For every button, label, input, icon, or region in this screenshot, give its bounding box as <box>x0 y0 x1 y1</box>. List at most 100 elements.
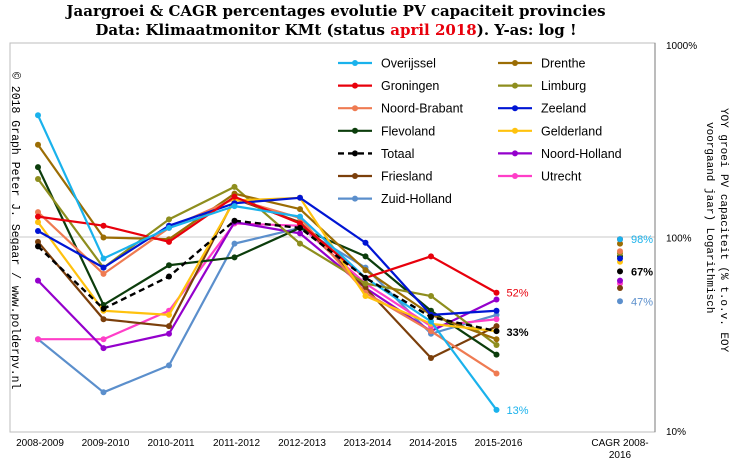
x-tick-label: 2012-2013 <box>278 438 326 449</box>
legend-marker <box>352 60 358 66</box>
legend-entry-drenthe: Drenthe <box>498 57 586 71</box>
data-point-totaal <box>493 328 500 335</box>
legend-entry-zeeland: Zeeland <box>498 102 586 116</box>
data-point-zeeland <box>100 264 107 271</box>
data-point-noord-brabant <box>35 209 41 216</box>
legend-entry-utrecht: Utrecht <box>498 170 582 184</box>
cagr-point-totaal <box>617 268 623 275</box>
cagr-point-drenthe <box>617 240 623 247</box>
data-point-noord-brabant <box>493 370 500 377</box>
x-tick-label: 2015-2016 <box>475 438 523 449</box>
data-point-limburg <box>428 293 434 300</box>
data-point-totaal <box>166 273 172 280</box>
data-point-limburg <box>35 175 41 182</box>
data-point-utrecht <box>100 336 107 343</box>
legend-marker <box>512 105 518 112</box>
legend-label: Zuid-Holland <box>381 192 452 206</box>
data-point-drenthe <box>100 234 107 241</box>
series-line-groningen <box>37 195 498 294</box>
data-point-groningen <box>100 222 107 229</box>
title-part-status: april 2018 <box>390 21 476 39</box>
data-point-zuid-holland <box>100 389 107 396</box>
data-label: 13% <box>507 405 529 417</box>
data-point-groningen <box>166 238 172 245</box>
series-line-noord-brabant <box>37 197 498 375</box>
data-point-overijssel <box>231 203 238 210</box>
x-tick-label: 2011-2012 <box>213 438 261 449</box>
legend-entry-friesland: Friesland <box>338 170 432 184</box>
title-part-3: ). Y-as: log ! <box>477 21 577 39</box>
x-tick-label: 2008-2009 <box>16 438 64 449</box>
y-ticks: 10% 100% 1000% <box>666 41 697 438</box>
legend-label: Friesland <box>381 170 432 184</box>
legend-marker <box>512 60 518 66</box>
legend-entry-zuid-holland: Zuid-Holland <box>338 192 452 206</box>
data-point-limburg <box>297 240 303 247</box>
legend-marker <box>352 195 358 202</box>
cagr-point-zuid-holland <box>617 298 623 305</box>
cagr-point-noord-holland <box>617 277 623 284</box>
data-point-overijssel <box>428 318 434 325</box>
data-label: 98% <box>631 234 653 246</box>
title-part-1: Data: Klimaatmonitor KMt (status <box>95 21 390 39</box>
data-labels: 52% 33% 13% 98% 67% 47% <box>507 234 654 417</box>
legend-marker <box>352 173 358 179</box>
data-point-noord-holland <box>35 277 41 284</box>
data-point-zuid-holland <box>493 311 500 318</box>
data-point-limburg <box>231 183 238 190</box>
data-point-groningen <box>428 253 434 260</box>
data-point-groningen <box>297 220 303 227</box>
chart-title-line1: Jaargroei & CAGR percentages evolutie PV… <box>64 2 605 20</box>
series-totaal <box>35 217 500 335</box>
data-point-zeeland <box>362 239 369 246</box>
y-axis-label-line2: voorgaand jaar) Logarithmisch <box>703 122 715 313</box>
series-overijssel <box>35 112 500 413</box>
legend-label: Drenthe <box>541 57 586 71</box>
series-line-overijssel <box>36 114 498 411</box>
data-point-utrecht <box>493 316 500 323</box>
data-point-limburg <box>166 216 172 223</box>
x-tick-label: 2009-2010 <box>82 438 130 449</box>
data-point-zeeland <box>493 307 500 314</box>
series-line-zeeland <box>37 196 497 316</box>
data-label: 47% <box>631 296 653 308</box>
legend-entry-limburg: Limburg <box>498 79 586 93</box>
data-point-groningen <box>493 289 500 296</box>
data-point-zuid-holland <box>231 240 238 247</box>
series-groningen <box>35 193 500 296</box>
data-point-totaal <box>428 314 434 321</box>
data-point-friesland <box>166 323 172 330</box>
data-point-friesland <box>493 323 500 330</box>
data-point-noord-holland <box>100 345 107 352</box>
data-point-overijssel <box>35 112 41 119</box>
data-point-drenthe <box>362 267 369 274</box>
y-tick-label: 1000% <box>666 41 697 52</box>
y-tick-label: 10% <box>666 427 686 438</box>
x-tick-label: 2014-2015 <box>409 438 457 449</box>
data-point-overijssel <box>166 224 172 231</box>
legend-marker <box>352 105 358 112</box>
cagr-point-noord-brabant <box>617 248 623 255</box>
data-point-noord-brabant <box>100 270 107 277</box>
data-point-gelderland <box>35 219 41 226</box>
y-axis-label: YOY groei PV capaciteit (% t.o.v. EOY vo… <box>703 108 729 353</box>
data-point-groningen <box>231 193 238 200</box>
x-tick-label: 2010-2011 <box>147 438 195 449</box>
legend-label: Overijssel <box>381 57 436 71</box>
chart-title-line2: Data: Klimaatmonitor KMt (status april 2… <box>95 21 576 39</box>
data-point-limburg <box>493 342 500 349</box>
legend: Overijssel Groningen Noord-Brabant Flevolan… <box>330 50 640 210</box>
legend-label: Zeeland <box>541 102 586 116</box>
data-point-totaal <box>362 274 369 281</box>
data-point-overijssel <box>100 255 107 262</box>
legend-entry-overijssel: Overijssel <box>338 57 436 71</box>
data-point-totaal <box>297 224 303 231</box>
series-lines <box>35 112 500 413</box>
x-ticks: 2008-2009 2009-2010 2010-2011 2011-2012 2012… <box>16 438 649 461</box>
data-point-drenthe <box>35 141 41 148</box>
data-point-totaal <box>35 243 41 250</box>
x-tick-label-cagr: CAGR 2008- <box>591 438 648 449</box>
data-point-groningen <box>35 213 41 220</box>
data-point-utrecht <box>35 336 41 343</box>
y-tick-label: 100% <box>666 234 692 245</box>
